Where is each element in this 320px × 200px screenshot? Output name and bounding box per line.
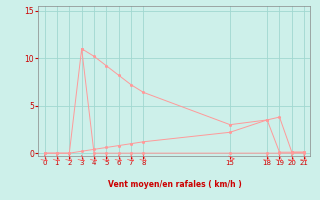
X-axis label: Vent moyen/en rafales ( km/h ): Vent moyen/en rafales ( km/h ): [108, 180, 241, 189]
